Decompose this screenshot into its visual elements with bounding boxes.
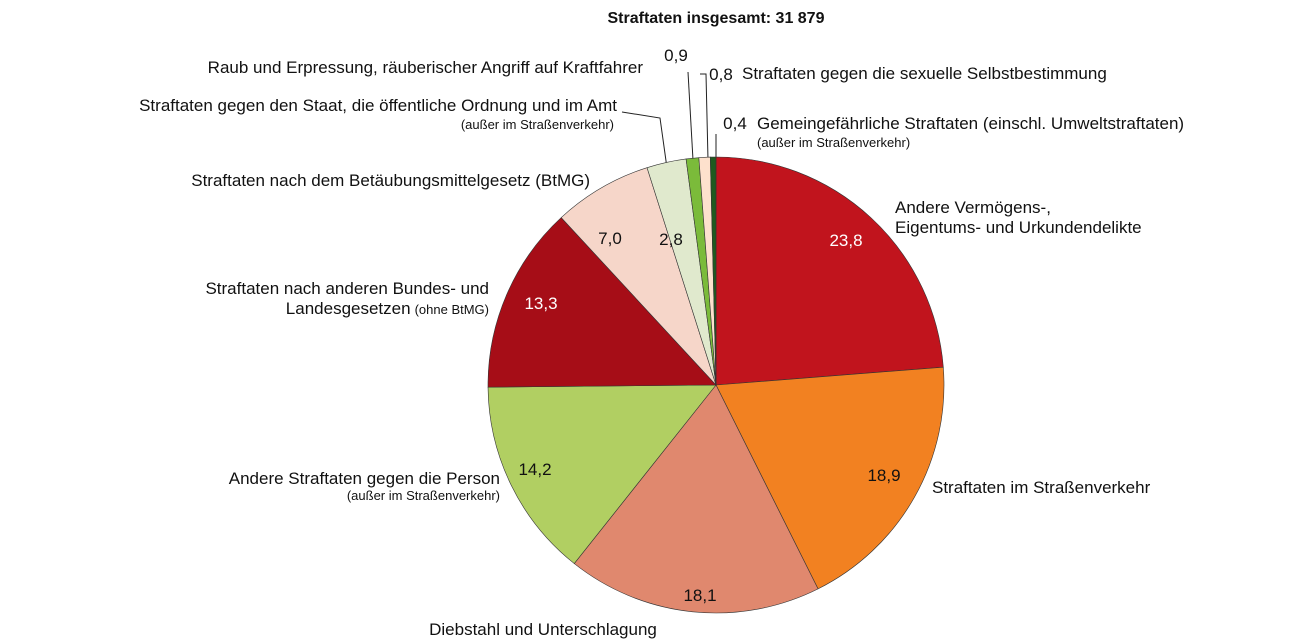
value-label: 2,8 — [659, 230, 683, 249]
category-label: Straftaten nach anderen Bundes- und Lande… — [205, 279, 489, 318]
value-label: 14,2 — [518, 460, 551, 479]
label-line: Straftaten nach dem Betäubungsmittelgese… — [191, 171, 590, 190]
label-line: Gemeingefährliche Straftaten (einschl. U… — [757, 114, 1184, 133]
value-label: 0,9 — [664, 46, 688, 65]
category-label: Raub und Erpressung, räuberischer Angrif… — [208, 58, 644, 77]
label-line: Raub und Erpressung, räuberischer Angrif… — [208, 58, 644, 77]
value-label: 13,3 — [524, 294, 557, 313]
category-label: Straftaten gegen den Staat, die öffentli… — [139, 96, 617, 115]
leader-line — [621, 111, 668, 169]
leader-line — [687, 71, 694, 161]
label-line: Straftaten gegen die sexuelle Selbstbest… — [742, 64, 1107, 83]
label-line: Straftaten gegen den Staat, die öffentli… — [139, 96, 617, 115]
category-label: Straftaten nach dem Betäubungsmittelgese… — [191, 171, 590, 190]
label-line: Andere Straftaten gegen die Person — [229, 469, 500, 488]
label-line: Landesgesetzen — [286, 299, 411, 318]
label-line: Andere Vermögens-, — [895, 198, 1051, 217]
value-label: 23,8 — [829, 231, 862, 250]
label-line: Straftaten nach anderen Bundes- und — [205, 279, 489, 298]
pie-slice — [709, 156, 717, 386]
pie-slice — [573, 384, 819, 614]
category-label: Straftaten im Straßenverkehr — [932, 478, 1151, 497]
category-label: Andere Straftaten gegen die Person — [229, 469, 500, 488]
value-label: 0,8 — [709, 65, 733, 84]
pie-slice — [487, 384, 717, 564]
pie-slice — [715, 156, 944, 386]
chart-title: Straftaten insgesamt: 31 879 — [608, 10, 825, 27]
category-note: (außer im Straßenverkehr) — [461, 117, 614, 132]
category-label: Gemeingefährliche Straftaten (einschl. U… — [757, 114, 1184, 133]
category-note: (ohne BtMG) — [415, 302, 489, 317]
value-label: 0,4 — [723, 114, 747, 133]
category-note: (außer im Straßenverkehr) — [347, 488, 500, 503]
category-label: Diebstahl und Unterschlagung — [429, 620, 657, 639]
value-label: 7,0 — [598, 229, 622, 248]
pie-slice — [715, 366, 945, 590]
label-line: Eigentums- und Urkundendelikte — [895, 218, 1142, 237]
label-line: Diebstahl und Unterschlagung — [429, 620, 657, 639]
pie-slice — [487, 217, 717, 388]
category-label: Andere Vermögens-, Eigentums- und Urkunde… — [895, 198, 1142, 237]
category-note: (außer im Straßenverkehr) — [757, 135, 910, 150]
category-label: Straftaten gegen die sexuelle Selbstbest… — [742, 64, 1107, 83]
label-line: Straftaten im Straßenverkehr — [932, 478, 1151, 497]
leader-line — [700, 73, 709, 161]
value-label: 18,9 — [867, 466, 900, 485]
value-label: 18,1 — [683, 586, 716, 605]
